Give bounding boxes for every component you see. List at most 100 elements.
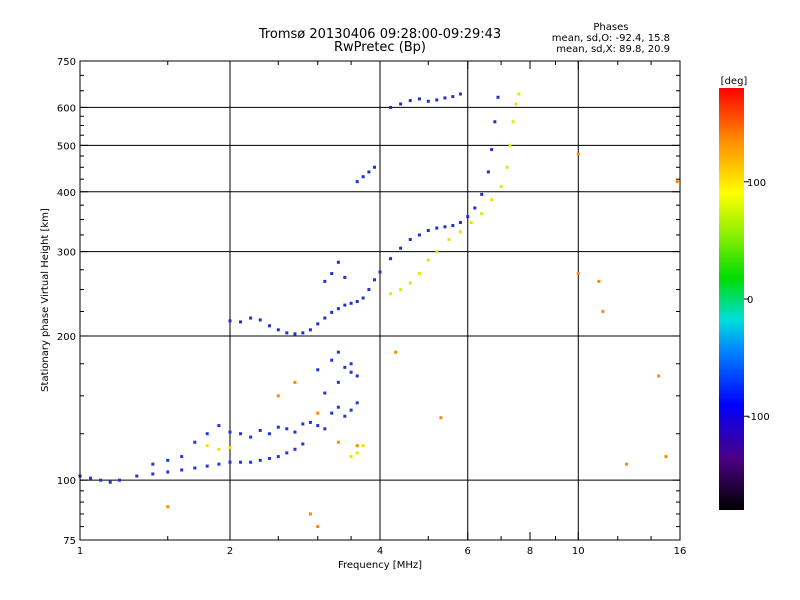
data-point (323, 316, 327, 320)
data-point (426, 229, 430, 233)
data-point (285, 427, 289, 431)
data-point (408, 237, 412, 241)
y-tick-label: 100 (57, 476, 76, 487)
data-point (361, 175, 365, 179)
data-point (657, 374, 661, 378)
axes: 1 2 4 6 8 10 16 75 100 200 300 400 500 600 750 (57, 57, 686, 557)
data-point (276, 328, 280, 332)
data-point (308, 420, 312, 424)
data-point (435, 250, 439, 254)
data-point (293, 430, 297, 434)
data-point (435, 226, 439, 230)
data-point (316, 525, 320, 529)
data-point (417, 233, 421, 237)
data-point (505, 165, 509, 169)
data-point (373, 165, 377, 169)
data-point (349, 370, 353, 374)
data-point (399, 246, 403, 250)
data-point (180, 455, 184, 459)
data-point (625, 462, 629, 466)
data-point (228, 445, 232, 449)
data-points (78, 92, 679, 529)
data-point (276, 425, 280, 429)
data-point (205, 432, 209, 436)
data-point (323, 427, 327, 431)
data-point (511, 120, 515, 124)
data-point (597, 279, 601, 283)
colorbar-label: [deg] (721, 76, 748, 87)
data-point (486, 170, 490, 174)
x-tick-label: 2 (227, 546, 233, 557)
data-point (205, 464, 209, 468)
y-tick-label: 200 (57, 332, 76, 343)
data-point (408, 99, 412, 103)
data-point (228, 319, 232, 323)
data-point (417, 97, 421, 101)
data-point (258, 458, 262, 462)
data-point (336, 440, 340, 444)
data-point (355, 374, 359, 378)
data-point (373, 278, 377, 282)
phases-x-line: mean, sd,X: 89.8, 20.9 (556, 44, 670, 55)
data-point (408, 281, 412, 285)
data-point (239, 460, 243, 464)
data-point (435, 98, 439, 102)
data-point (336, 260, 340, 264)
data-point (301, 442, 305, 446)
data-point (151, 472, 155, 476)
data-point (355, 401, 359, 405)
y-tick-label: 750 (57, 57, 76, 68)
y-tick-label: 75 (63, 536, 76, 547)
data-point (217, 462, 221, 466)
data-point (439, 416, 443, 420)
data-point (217, 447, 221, 451)
data-point (355, 444, 359, 448)
data-point (496, 95, 500, 99)
data-point (451, 224, 455, 228)
data-point (276, 394, 280, 398)
data-point (349, 362, 353, 366)
y-tick-label: 400 (57, 188, 76, 199)
data-point (361, 444, 365, 448)
data-point (343, 365, 347, 369)
data-point (323, 279, 327, 283)
x-tick-label: 6 (465, 546, 471, 557)
data-point (480, 192, 484, 196)
data-point (308, 512, 312, 516)
data-point (193, 466, 197, 470)
y-tick-label: 300 (57, 248, 76, 259)
data-point (349, 455, 353, 459)
data-point (675, 180, 679, 184)
data-point (316, 424, 320, 428)
data-point (316, 322, 320, 326)
data-point (276, 455, 280, 459)
data-point (316, 368, 320, 372)
data-point (343, 414, 347, 418)
data-point (517, 92, 521, 96)
data-point (367, 288, 371, 292)
data-point (458, 230, 462, 234)
colorbar-tick-label: -100 (747, 412, 770, 423)
data-point (493, 120, 497, 124)
phases-info: Phases mean, sd,O: -92.4, 15.8 mean, sd,… (552, 22, 670, 55)
data-point (349, 408, 353, 412)
phases-title: Phases (593, 22, 629, 33)
data-point (258, 428, 262, 432)
data-point (336, 380, 340, 384)
data-point (355, 300, 359, 304)
data-point (258, 318, 262, 322)
data-point (293, 447, 297, 451)
data-point (166, 458, 170, 462)
data-point (301, 422, 305, 426)
data-point (389, 292, 393, 296)
data-point (443, 96, 447, 100)
x-axis-label: Frequency [MHz] (338, 560, 422, 571)
data-point (239, 432, 243, 436)
colorbar-tick-label: 0 (747, 295, 753, 306)
data-point (336, 405, 340, 409)
x-tick-label: 10 (572, 546, 585, 557)
data-point (267, 432, 271, 436)
colorbar: [deg] 100 0 -100 (719, 76, 770, 510)
data-point (601, 309, 605, 313)
